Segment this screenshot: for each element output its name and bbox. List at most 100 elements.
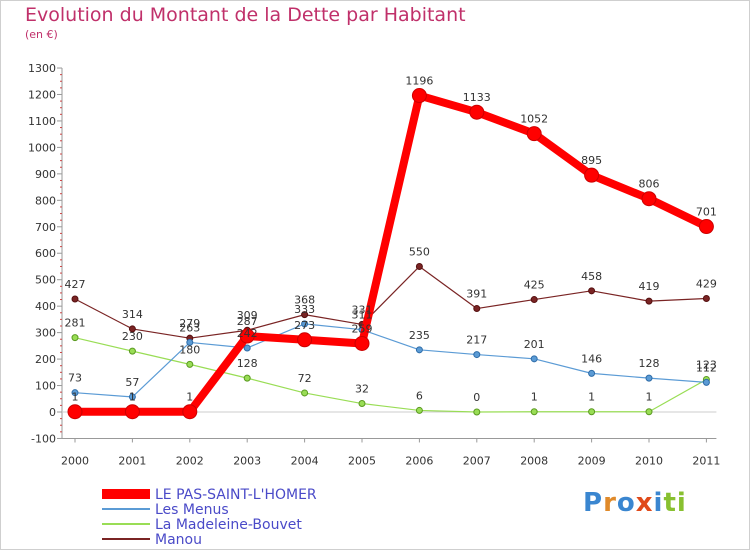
axes: -100 0 100 200 300 400 500 600 700 800 900 1000 1100… [28,62,720,467]
y-tick-label: 200 [35,353,56,366]
data-labels: 427 314 279 309 368 331 550 391 425 458 419 429 281 2… [65,75,717,404]
data-point [698,219,714,235]
series-line [75,91,709,416]
data-label: 331 [352,303,373,316]
data-label: 73 [68,372,82,385]
data-label: 1133 [463,91,491,104]
data-point [473,408,481,416]
data-point [645,297,653,305]
data-point [411,88,427,104]
logo-letter: o [616,488,636,518]
data-label: 1 [531,391,538,404]
chart-subtitle: (en €) [25,28,58,41]
data-point [124,404,140,420]
data-label: 6 [416,389,423,402]
legend-label: Les Menus [155,502,229,518]
data-label: 1 [129,391,136,404]
data-point [702,378,710,386]
logo-letter: x [635,488,654,518]
data-label: 425 [524,279,545,292]
data-label: 427 [65,278,86,291]
data-label: 128 [639,357,660,370]
data-label: 0 [473,391,480,404]
data-label: 429 [696,277,717,290]
data-label: 1196 [405,75,433,88]
data-point [526,126,542,142]
data-point [239,328,255,344]
data-label: 72 [298,372,312,385]
data-label: 419 [639,280,660,293]
data-label: 333 [294,303,315,316]
y-tick-label: 900 [35,168,56,181]
data-point [645,408,653,416]
data-point [186,360,194,368]
y-tick-label: 500 [35,274,56,287]
y-tick-label: 300 [35,327,56,340]
data-label: 242 [237,327,258,340]
data-point [415,406,423,414]
y-tick-label: 1300 [28,62,56,75]
data-label: 1 [186,391,193,404]
y-tick-label: 600 [35,247,56,260]
data-point [182,404,198,420]
y-tick-label: 1100 [28,115,56,128]
data-point [641,191,657,207]
y-tick-label: 700 [35,221,56,234]
y-tick-label: 400 [35,300,56,313]
data-point [243,374,251,382]
data-point [473,305,481,313]
data-label: 281 [65,317,86,330]
x-tick-label: 2007 [463,454,491,467]
data-label: 368 [294,294,315,307]
data-label: 112 [696,361,717,374]
x-tick-label: 2002 [176,454,204,467]
data-label: 314 [122,308,143,321]
data-label: 32 [355,383,369,396]
legend-label: Manou [155,532,202,548]
data-label: 217 [466,334,487,347]
data-label: 273 [294,319,315,332]
data-point [473,351,481,359]
data-label: 391 [466,288,487,301]
data-label: 701 [696,206,717,219]
data-label: 311 [352,309,373,322]
logo-letter: P [583,488,604,518]
data-label: 201 [524,338,545,351]
data-label: 1 [72,391,79,404]
data-point [415,262,423,270]
data-point [530,408,538,416]
logo-letter: t [663,488,677,518]
data-point [702,294,710,302]
data-point [128,393,136,401]
y-tick-label: 1000 [28,141,56,154]
x-tick-label: 2008 [520,454,548,467]
x-tick-label: 2006 [405,454,433,467]
series-lines [67,88,714,420]
data-point [301,311,309,319]
y-tick-label: -100 [31,432,56,445]
data-point [588,287,596,295]
data-label: 123 [696,358,717,371]
data-label: 287 [237,315,258,328]
data-label: 230 [122,330,143,343]
series-line [74,265,707,339]
data-point [67,404,83,420]
logo-letter: i [676,488,687,518]
data-point [301,389,309,397]
y-tick-label: 0 [49,406,56,419]
logo-letter: r [603,488,617,518]
data-point [358,400,366,408]
data-point [71,295,79,303]
data-label: 57 [125,376,139,389]
data-point [128,347,136,355]
x-tick-label: 2000 [61,454,89,467]
x-tick-label: 2011 [692,454,720,467]
data-point [584,167,600,183]
data-label: 550 [409,245,430,258]
data-point [186,338,194,346]
x-tick-label: 2003 [233,454,261,467]
data-label: 146 [581,352,602,365]
data-label: 180 [179,343,200,356]
